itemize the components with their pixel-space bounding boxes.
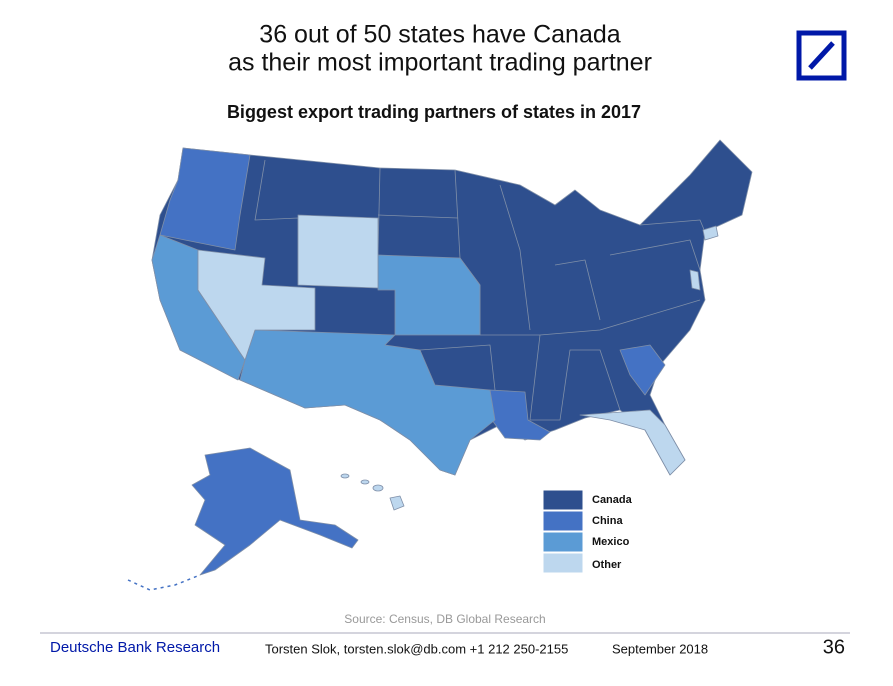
title-line: 36 out of 50 states have Canada [259, 21, 620, 49]
hawaii [340, 473, 405, 511]
region-other [689, 269, 701, 291]
footer-date: September 2018 [612, 641, 708, 656]
map-title: Biggest export trading partners of state… [227, 102, 641, 122]
legend-label: China [592, 515, 623, 527]
legend-swatch [542, 531, 584, 553]
legend-swatch [542, 510, 584, 532]
state-borders [254, 159, 706, 421]
region-mexico [239, 329, 496, 476]
footer-brand: Deutsche Bank Research [50, 639, 220, 656]
region-other [197, 249, 316, 361]
legend-label: Mexico [592, 536, 630, 548]
legend-swatch [542, 489, 584, 511]
page-number: 36 [823, 636, 845, 658]
footer-author: Torsten Slok, torsten.slok@db.com +1 212… [265, 641, 568, 656]
region-china [619, 344, 666, 396]
legend: Canada China Mexico Other [542, 489, 633, 574]
region-other [702, 225, 719, 241]
region-china [159, 147, 251, 251]
us-map [127, 139, 753, 591]
title-line: as their most important trading partner [228, 49, 652, 77]
region-china [191, 447, 359, 576]
legend-label: Canada [592, 494, 633, 506]
legend-swatch [542, 552, 584, 574]
source: Source: Census, DB Global Research [344, 612, 545, 626]
aleutians [127, 574, 201, 591]
region-china [489, 389, 551, 441]
region-other [297, 214, 379, 289]
logo [796, 30, 847, 81]
region-other [579, 409, 686, 476]
region-mexico [377, 254, 481, 336]
legend-label: Other [592, 559, 622, 571]
